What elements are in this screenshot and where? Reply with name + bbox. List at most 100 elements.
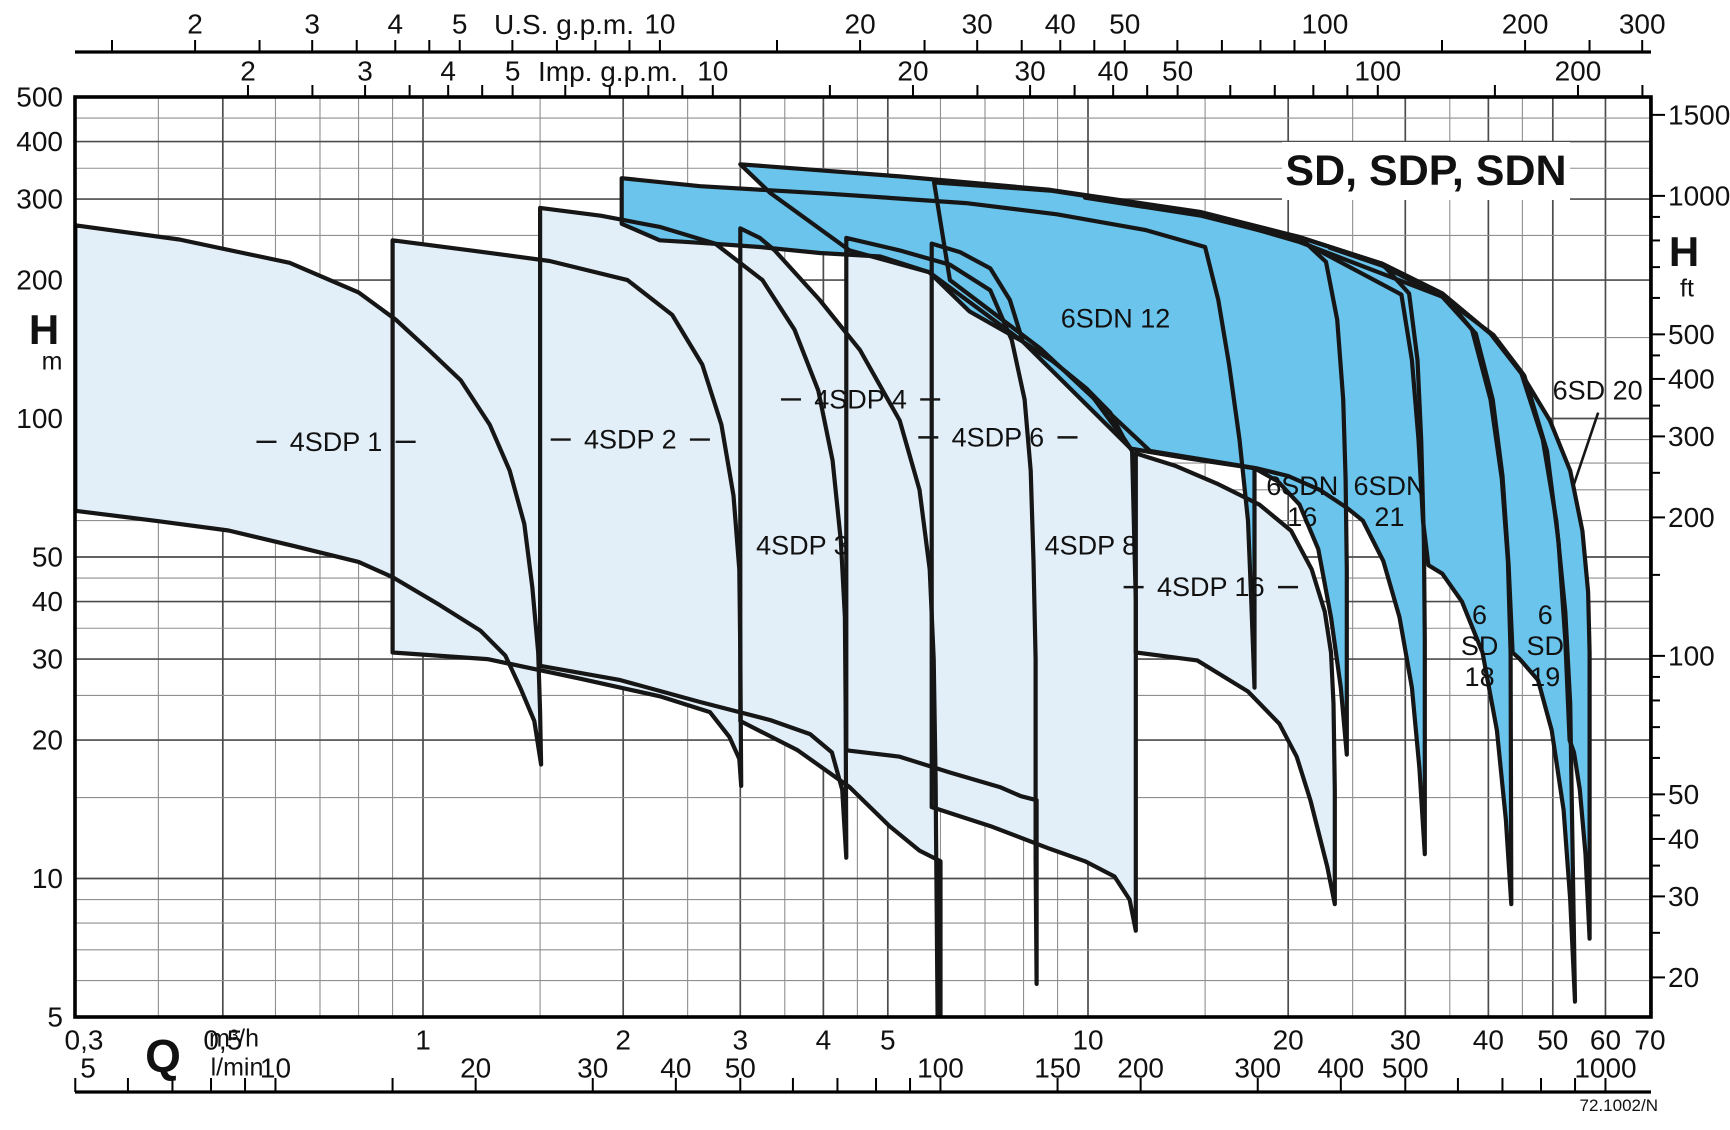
plot-border bbox=[73, 95, 1653, 1019]
flow-lmin-scale: 5 10 20 30 40 50 100 150 200 300 400 500 1000 bbox=[74, 1053, 1651, 1094]
pump-label-4sdp3: 4SDP 3 bbox=[756, 530, 849, 560]
head-ft-tick-label: 500 bbox=[1668, 319, 1715, 350]
flow-lmin-tick-label: 30 bbox=[577, 1053, 608, 1084]
flow-m3h-tick-label: 10 bbox=[1072, 1025, 1103, 1056]
head-ft-tick-label: 300 bbox=[1668, 421, 1715, 452]
flow-lmin-tick-label: 150 bbox=[1034, 1053, 1081, 1084]
flow-lmin-tick-label: 500 bbox=[1382, 1053, 1429, 1084]
pump-label-6sdn16: 16 bbox=[1287, 502, 1317, 532]
head-ft-scale: 1500 1000 500 400 300 200 100 50 40 30 20 bbox=[1651, 99, 1730, 993]
pump-label-6sd19: SD bbox=[1526, 631, 1564, 661]
us-gpm-tick-label: 3 bbox=[304, 9, 320, 40]
envelope-outline-4sdp4 bbox=[738, 226, 943, 1017]
us-gpm-tick-label: 10 bbox=[644, 9, 675, 40]
flow-m3h-scale: 0,3 0,5 1 2 3 4 5 10 20 30 40 50 60 70 bbox=[65, 1025, 1666, 1056]
head-ft-tick-label: 20 bbox=[1668, 962, 1699, 993]
head-m-scale: 500 400 300 200 100 50 40 30 20 10 5 bbox=[16, 82, 63, 1033]
flow-axis-unit-lmin: l/min bbox=[210, 1053, 264, 1082]
flow-m3h-tick-label: 40 bbox=[1473, 1025, 1504, 1056]
pump-label-6sd18: SD bbox=[1461, 631, 1499, 661]
head-m-tick-label: 200 bbox=[16, 265, 63, 296]
head-ft-tick-label: 400 bbox=[1668, 363, 1715, 394]
us-gpm-axis-label: U.S. g.p.m. bbox=[493, 9, 635, 40]
head-axis-letter-right: H bbox=[1668, 228, 1700, 275]
flow-m3h-tick-label: 0,3 bbox=[65, 1025, 104, 1056]
flow-m3h-tick-label: 3 bbox=[732, 1025, 748, 1056]
head-ft-tick-label: 200 bbox=[1668, 502, 1715, 533]
head-m-tick-label: 500 bbox=[16, 82, 63, 113]
imp-gpm-tick-label: 5 bbox=[505, 56, 521, 87]
envelope-outline-6sdn12 bbox=[619, 176, 1257, 690]
head-m-tick-label: 100 bbox=[16, 403, 63, 434]
flow-lmin-tick-label: 400 bbox=[1317, 1053, 1364, 1084]
flow-m3h-tick-label: 60 bbox=[1590, 1025, 1621, 1056]
imp-gpm-scale: 2 3 4 5 10 20 30 40 50 100 200 bbox=[240, 56, 1644, 97]
envelope-outline-4sdp3 bbox=[538, 205, 849, 860]
pump-labels: 4SDP 1 4SDP 2 4SDP 3 4SDP 4 4SDP 6 4SDP 8 4SDP… bbox=[256, 303, 1643, 692]
flow-lmin-tick-label: 100 bbox=[917, 1053, 964, 1084]
head-m-tick-label: 300 bbox=[16, 184, 63, 215]
flow-lmin-tick-label: 300 bbox=[1234, 1053, 1281, 1084]
us-gpm-scale: 2 3 4 5 10 20 30 40 50 100 200 300 bbox=[75, 9, 1666, 54]
pump-label-6sd19: 19 bbox=[1530, 662, 1560, 692]
head-axis-letter-left: H bbox=[28, 306, 60, 353]
imp-gpm-tick-label: 30 bbox=[1015, 56, 1046, 87]
flow-m3h-tick-label: 20 bbox=[1273, 1025, 1304, 1056]
flow-lmin-tick-label: 40 bbox=[660, 1053, 691, 1084]
us-gpm-tick-label: 4 bbox=[387, 9, 403, 40]
head-ft-tick-label: 40 bbox=[1668, 823, 1699, 854]
us-gpm-tick-label: 100 bbox=[1302, 9, 1349, 40]
chart-title-box: SD, SDP, SDN bbox=[1282, 142, 1570, 200]
head-m-tick-label: 30 bbox=[32, 644, 63, 675]
flow-lmin-tick-label: 1000 bbox=[1574, 1053, 1636, 1084]
imp-gpm-tick-label: 3 bbox=[357, 56, 373, 87]
flow-m3h-tick-label: 30 bbox=[1390, 1025, 1421, 1056]
head-m-tick-label: 400 bbox=[16, 126, 63, 157]
head-m-tick-label: 40 bbox=[32, 586, 63, 617]
head-ft-tick-label: 30 bbox=[1668, 881, 1699, 912]
pump-label-6sdn21: 6SDN bbox=[1353, 471, 1425, 501]
us-gpm-tick-label: 200 bbox=[1502, 9, 1549, 40]
imp-gpm-tick-label: 2 bbox=[240, 56, 256, 87]
head-ft-tick-label: 100 bbox=[1668, 640, 1715, 671]
us-gpm-tick-label: 5 bbox=[452, 9, 468, 40]
flow-m3h-tick-label: 5 bbox=[880, 1025, 896, 1056]
pump-envelope-fills bbox=[75, 164, 1590, 1017]
us-gpm-tick-label: 20 bbox=[845, 9, 876, 40]
head-m-tick-label: 10 bbox=[32, 863, 63, 894]
envelope-fill-6sdn21 bbox=[934, 182, 1425, 855]
pump-label-4sdp16: 4SDP 16 bbox=[1157, 572, 1265, 602]
imp-gpm-tick-label: 20 bbox=[897, 56, 928, 87]
imp-gpm-tick-label: 10 bbox=[697, 56, 728, 87]
flow-lmin-tick-label: 5 bbox=[80, 1053, 96, 1084]
us-gpm-tick-label: 2 bbox=[187, 9, 203, 40]
pump-envelope-outlines bbox=[75, 162, 1592, 1017]
pump-label-6sd19: 6 bbox=[1538, 600, 1553, 630]
us-gpm-tick-label: 300 bbox=[1619, 9, 1666, 40]
pump-label-4sdp6: 4SDP 6 bbox=[952, 422, 1045, 452]
pump-label-4sdp1: 4SDP 1 bbox=[290, 427, 383, 457]
pump-label-6sd20: 6SD 20 bbox=[1553, 376, 1643, 406]
envelope-outline-4sdp16 bbox=[1133, 451, 1337, 907]
flow-m3h-tick-label: 70 bbox=[1634, 1025, 1665, 1056]
flow-lmin-tick-label: 10 bbox=[260, 1053, 291, 1084]
pump-label-6sdn21: 21 bbox=[1374, 502, 1404, 532]
head-axis-unit-right: ft bbox=[1680, 274, 1694, 303]
flow-axis-letter: Q bbox=[145, 1030, 181, 1082]
pump-label-4sdp4: 4SDP 4 bbox=[814, 384, 907, 414]
head-m-tick-label: 20 bbox=[32, 725, 63, 756]
imp-gpm-tick-label: 40 bbox=[1098, 56, 1129, 87]
pump-label-6sdn12: 6SDN 12 bbox=[1061, 303, 1171, 333]
us-gpm-tick-label: 50 bbox=[1109, 9, 1140, 40]
envelope-outline-4sdp6 bbox=[844, 235, 1039, 986]
flow-m3h-tick-label: 50 bbox=[1537, 1025, 1568, 1056]
us-gpm-tick-label: 40 bbox=[1045, 9, 1076, 40]
envelope-outline-6sd20 bbox=[1327, 245, 1592, 941]
pump-label-4sdp8: 4SDP 8 bbox=[1045, 530, 1138, 560]
head-m-tick-label: 50 bbox=[32, 542, 63, 573]
imp-gpm-axis-label: Imp. g.p.m. bbox=[537, 56, 679, 87]
pump-label-6sdn16: 6SDN bbox=[1266, 471, 1338, 501]
flow-m3h-tick-label: 0,5 bbox=[203, 1025, 242, 1056]
